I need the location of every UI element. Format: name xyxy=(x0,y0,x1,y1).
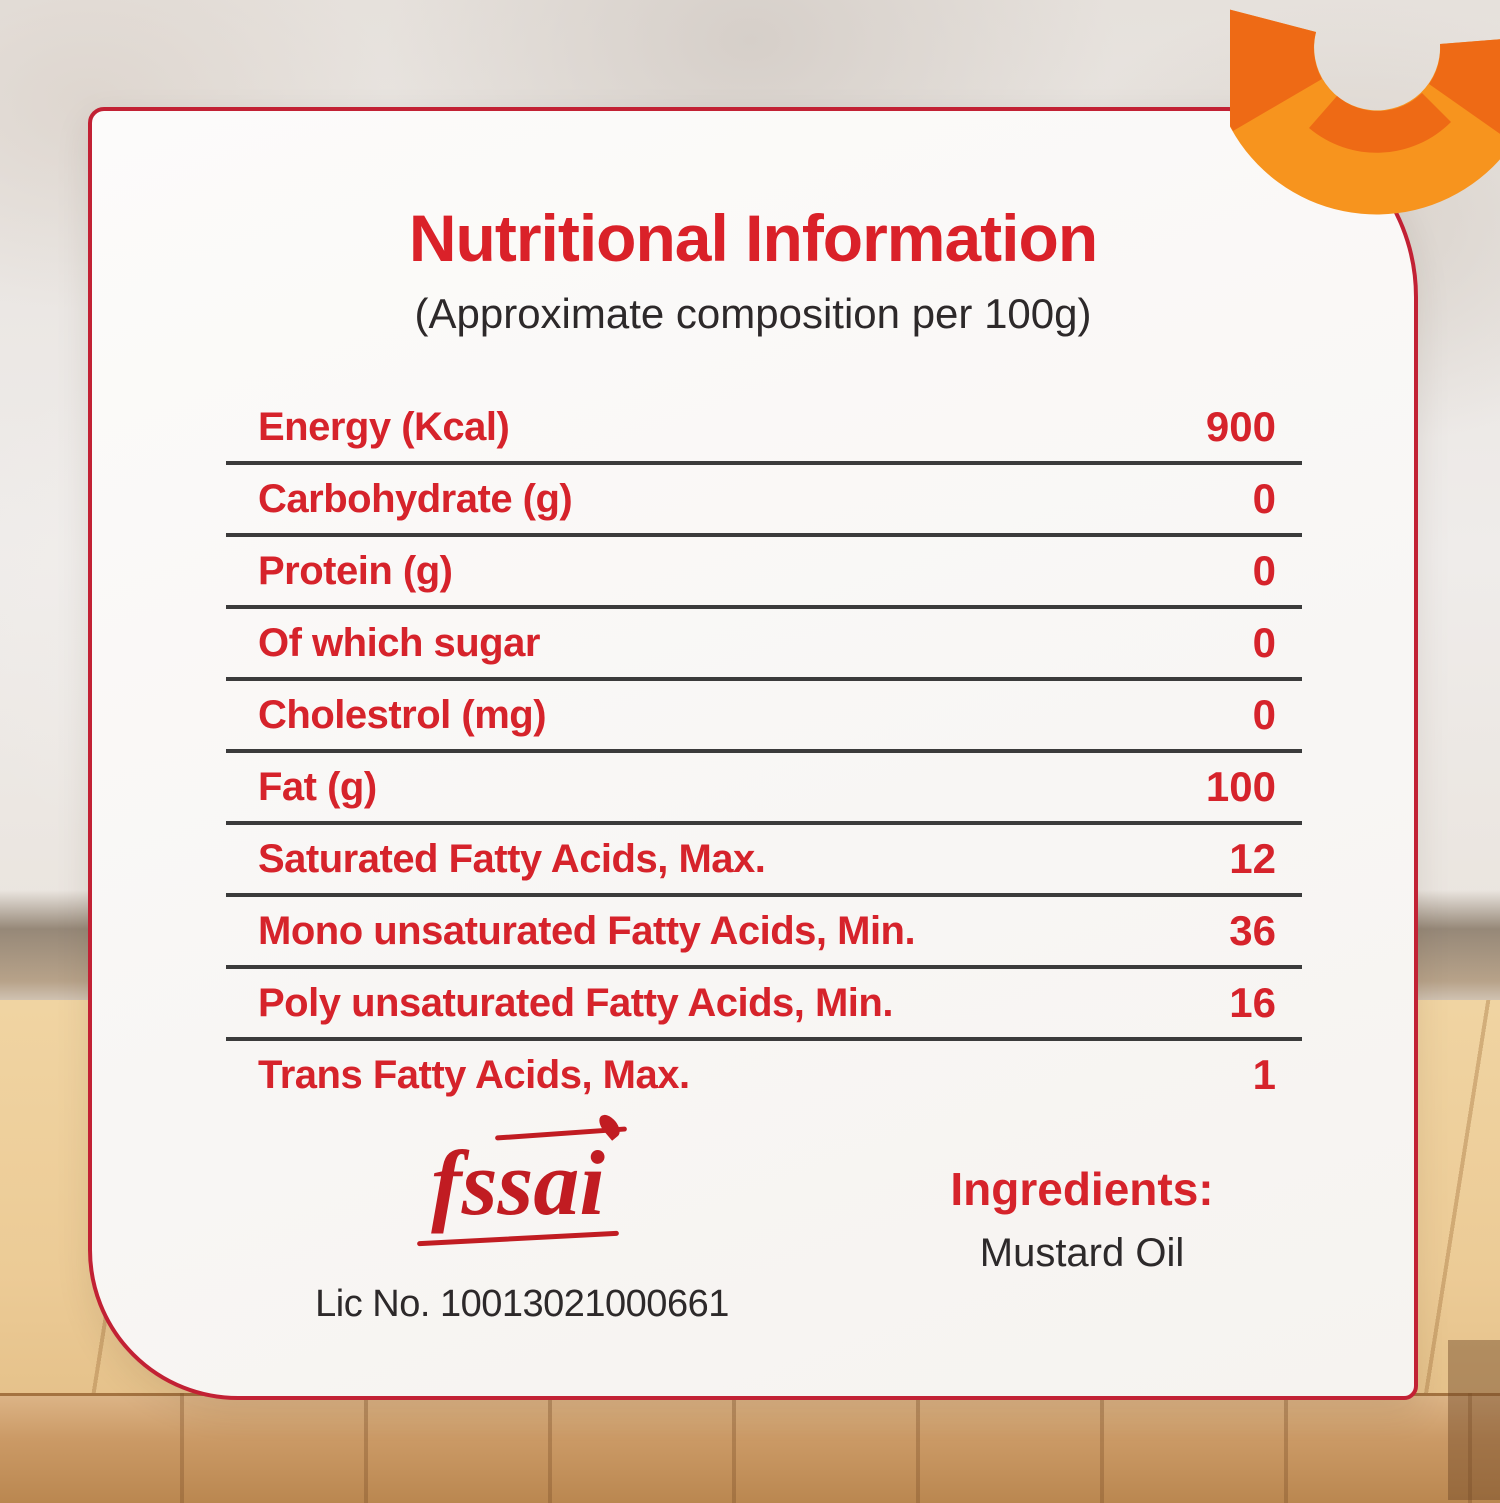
fssai-logo-text: fssai xyxy=(431,1132,605,1234)
page-title: Nutritional Information xyxy=(408,201,1098,275)
license-number: Lic No. 10013021000661 xyxy=(315,1283,729,1325)
wood-table-side-face xyxy=(1448,1340,1500,1500)
brand-swoosh-icon xyxy=(1230,9,1500,215)
row-label: Saturated Fatty Acids, Max. xyxy=(258,837,766,881)
row-label: Mono unsaturated Fatty Acids, Min. xyxy=(258,909,916,953)
row-value: 36 xyxy=(1229,907,1276,954)
table-row: Trans Fatty Acids, Max. 1 xyxy=(226,1041,1302,1109)
row-label: Protein (g) xyxy=(258,549,453,593)
table-row: Of which sugar 0 xyxy=(226,609,1302,681)
table-row: Carbohydrate (g) 0 xyxy=(226,465,1302,537)
swoosh-segment-right xyxy=(1429,39,1500,134)
row-label: Carbohydrate (g) xyxy=(258,477,573,521)
swoosh-segment-topleft xyxy=(1230,9,1322,131)
ingredients-block: Ingredients: Mustard Oil xyxy=(892,1163,1272,1276)
swoosh-segment-bottom xyxy=(1309,93,1451,153)
table-row: Saturated Fatty Acids, Max. 12 xyxy=(226,825,1302,897)
card-header: Nutritional Information (Approximate com… xyxy=(92,111,1414,335)
ingredients-label: Ingredients: xyxy=(950,1163,1214,1215)
row-label: Fat (g) xyxy=(258,765,377,809)
row-value: 0 xyxy=(1252,475,1276,522)
row-value: 0 xyxy=(1252,691,1276,738)
row-label: Trans Fatty Acids, Max. xyxy=(258,1053,690,1097)
row-value: 0 xyxy=(1252,619,1276,666)
table-row: Cholestrol (mg) 0 xyxy=(226,681,1302,753)
table-row: Mono unsaturated Fatty Acids, Min. 36 xyxy=(226,897,1302,969)
row-value: 0 xyxy=(1252,547,1276,594)
table-row: Protein (g) 0 xyxy=(226,537,1302,609)
row-value: 900 xyxy=(1205,403,1276,450)
table-row: Poly unsaturated Fatty Acids, Min. 16 xyxy=(226,969,1302,1041)
row-value: 16 xyxy=(1229,979,1276,1026)
row-label: Of which sugar xyxy=(258,621,540,665)
row-label: Cholestrol (mg) xyxy=(258,693,547,737)
row-value: 100 xyxy=(1205,763,1276,810)
row-label: Poly unsaturated Fatty Acids, Min. xyxy=(258,981,893,1025)
table-row: Fat (g) 100 xyxy=(226,753,1302,825)
fssai-block: fssai Lic No. 10013021000661 xyxy=(242,1111,802,1326)
ingredients-value: Mustard Oil xyxy=(979,1231,1185,1275)
table-row: Energy (Kcal) 900 xyxy=(226,393,1302,465)
page-subtitle: (Approximate composition per 100g) xyxy=(414,290,1092,337)
row-label: Energy (Kcal) xyxy=(258,405,510,449)
fssai-logo: fssai xyxy=(417,1111,627,1247)
row-value: 1 xyxy=(1252,1051,1276,1098)
nutrition-label-card: Nutritional Information (Approximate com… xyxy=(88,107,1418,1400)
row-value: 12 xyxy=(1229,835,1276,882)
nutrition-table: Energy (Kcal) 900 Carbohydrate (g) 0 Pro… xyxy=(226,393,1302,1109)
wood-table-front-edge xyxy=(0,1393,1500,1503)
